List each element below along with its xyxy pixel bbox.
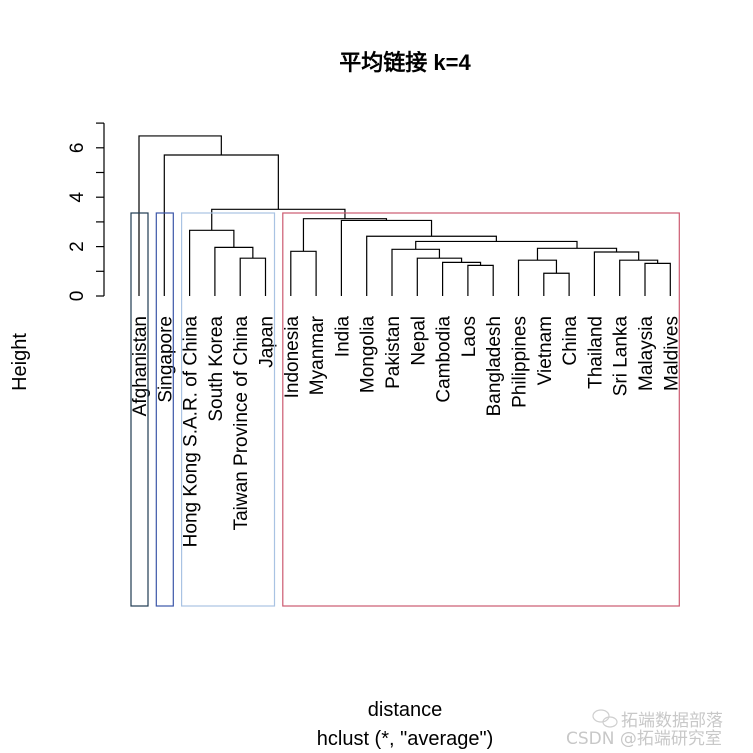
dendrogram-branch — [214, 246, 254, 296]
dendrogram-branch — [138, 135, 222, 296]
chart-title: 平均链接 k=4 — [339, 50, 471, 75]
dendrogram-branch — [517, 259, 558, 296]
leaf-labels: Afghanistan Singapore Hong Kong S.A.R. of … — [130, 315, 682, 547]
dendrogram-branch — [366, 235, 497, 296]
y-tick-label: 6 — [67, 143, 88, 154]
dendrogram-branch — [619, 259, 659, 296]
cluster-rect — [130, 212, 149, 607]
leaf-label: Cambodia — [434, 316, 455, 403]
leaf-label: China — [560, 316, 581, 366]
leaf-label: Japan — [257, 316, 278, 368]
leaf-label: Taiwan Province of China — [231, 316, 252, 531]
watermark-line2: CSDN @拓端研究室 — [566, 729, 722, 749]
dendrogram-branch — [416, 257, 463, 296]
dendrogram-branch — [290, 250, 317, 296]
x-axis-label: distance — [368, 699, 443, 721]
leaf-label: Sri Lanka — [611, 316, 632, 397]
leaf-label: Malaysia — [636, 316, 657, 391]
leaf-label: Indonesia — [282, 316, 303, 399]
leaf-label: Philippines — [510, 316, 531, 408]
dendrogram-branch — [644, 262, 671, 296]
cluster-rect — [155, 212, 174, 607]
x-axis-subtitle: hclust (*, "average") — [317, 728, 494, 750]
dendrogram-branch — [239, 257, 267, 296]
leaf-label: Vietnam — [535, 316, 556, 385]
leaf-label: Mongolia — [358, 316, 379, 394]
leaf-label: Bangladesh — [484, 316, 505, 416]
leaf-label: Myanmar — [307, 315, 328, 395]
y-axis: 0 2 4 6 — [67, 122, 105, 302]
watermark: 拓端数据部落 CSDN @拓端研究室 — [566, 709, 723, 749]
wechat-icon — [592, 709, 618, 728]
leaf-label: Laos — [459, 316, 480, 357]
leaf-label: India — [332, 316, 353, 358]
y-tick-label: 4 — [67, 191, 88, 202]
cluster-rect — [181, 212, 276, 607]
dendrogram-branch — [467, 264, 494, 296]
leaf-label: Maldives — [661, 316, 682, 391]
dendrogram-branch — [536, 247, 618, 261]
dendrogram-branch — [189, 229, 235, 296]
leaf-label: Nepal — [408, 316, 429, 366]
y-tick-label: 2 — [67, 241, 88, 252]
y-tick-label: 0 — [67, 291, 88, 302]
dendrogram-branches — [138, 135, 671, 296]
leaf-label: Afghanistan — [130, 316, 151, 416]
leaf-label: Pakistan — [383, 316, 404, 389]
leaf-label: South Korea — [206, 316, 227, 422]
cluster-rect — [282, 212, 680, 607]
dendrogram-branch — [593, 251, 640, 296]
dendrogram-branch — [442, 261, 482, 296]
y-axis-label: Height — [9, 333, 31, 391]
dendrogram-branch — [543, 272, 570, 296]
leaf-label: Hong Kong S.A.R. of China — [181, 316, 202, 548]
watermark-line1: 拓端数据部落 — [621, 711, 723, 731]
dendrogram-branch — [302, 218, 388, 252]
leaf-label: Thailand — [585, 316, 606, 389]
dendrogram-branch — [391, 248, 441, 296]
cluster-rectangles — [130, 212, 680, 607]
leaf-label: Singapore — [155, 316, 176, 403]
